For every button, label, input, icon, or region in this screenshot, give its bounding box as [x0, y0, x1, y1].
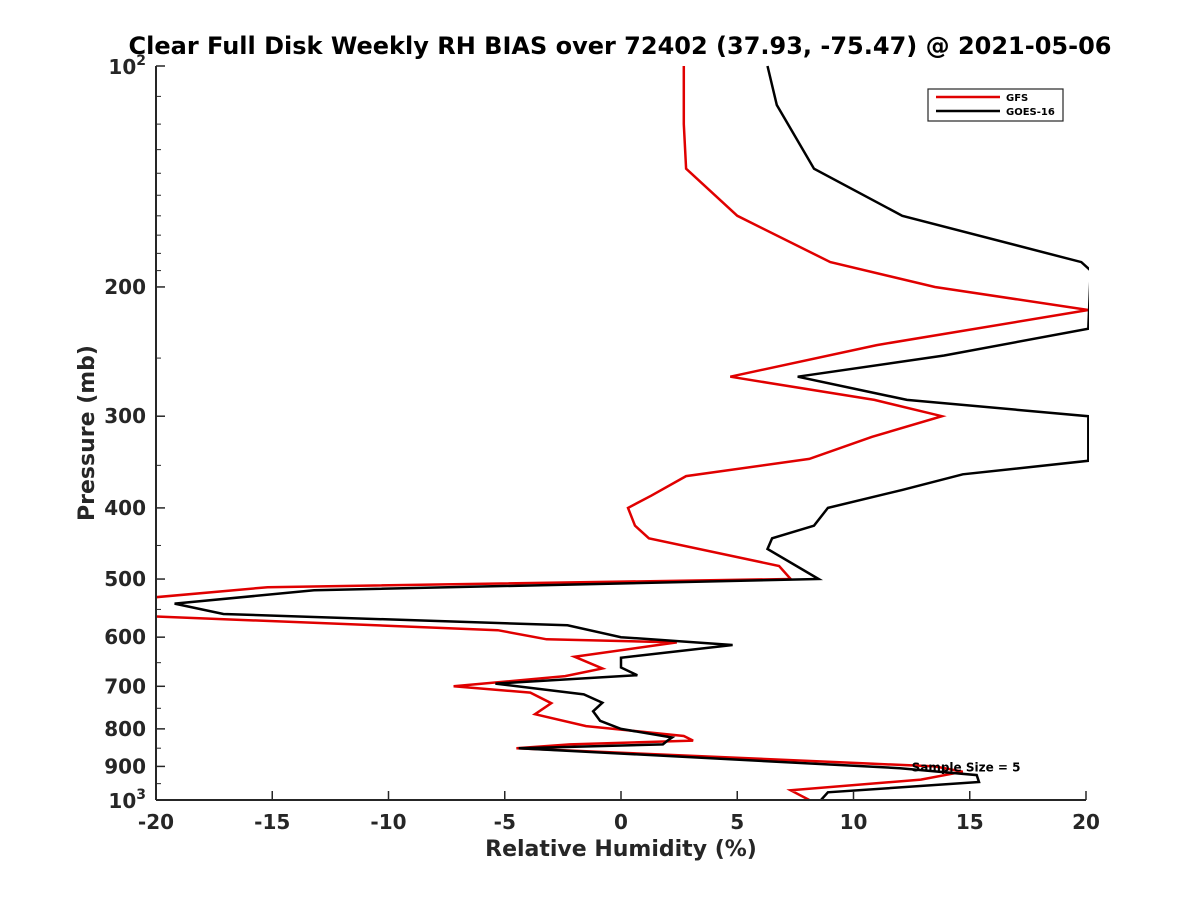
y-tick-label: 800 [104, 717, 146, 741]
x-tick-label: 0 [614, 810, 628, 834]
plot-area [156, 65, 1089, 802]
plot-background [156, 66, 1086, 800]
x-tick-label: -15 [254, 810, 290, 834]
y-tick-label: 200 [104, 275, 146, 299]
ticks: -20 -15 -10 -5 0 5 10 15 20 200 300 400 500 600 700 800… [104, 53, 1100, 834]
x-tick-label: -10 [370, 810, 406, 834]
series-gfs-line [156, 66, 1089, 802]
y-tick-label: 900 [104, 754, 146, 778]
x-tick-label: 15 [956, 810, 984, 834]
y-axis-label: Pressure (mb) [75, 345, 100, 521]
y-decade-label: 102 [108, 53, 146, 79]
series-layer [156, 65, 1089, 802]
legend-gfs-label: GFS [1006, 93, 1028, 104]
y-tick-label: 400 [104, 496, 146, 520]
y-tick-label: 700 [104, 674, 146, 698]
y-decade-label: 103 [108, 787, 146, 813]
series-goes16-line [174, 65, 1089, 801]
x-axis-label: Relative Humidity (%) [485, 837, 757, 862]
sample-size-annotation: Sample Size = 5 [912, 761, 1021, 775]
chart-title: Clear Full Disk Weekly RH BIAS over 7240… [129, 32, 1112, 60]
y-tick-label: 300 [104, 404, 146, 428]
x-tick-label: -5 [494, 810, 516, 834]
x-tick-label: 5 [730, 810, 744, 834]
y-tick-label: 600 [104, 625, 146, 649]
x-tick-label: 10 [840, 810, 868, 834]
x-tick-label: -20 [138, 810, 174, 834]
legend-goes16-label: GOES-16 [1006, 107, 1055, 118]
x-tick-label: 20 [1072, 810, 1100, 834]
legend: GFS GOES-16 [927, 88, 1064, 122]
y-tick-label: 500 [104, 567, 146, 591]
legend-box [927, 88, 1064, 122]
